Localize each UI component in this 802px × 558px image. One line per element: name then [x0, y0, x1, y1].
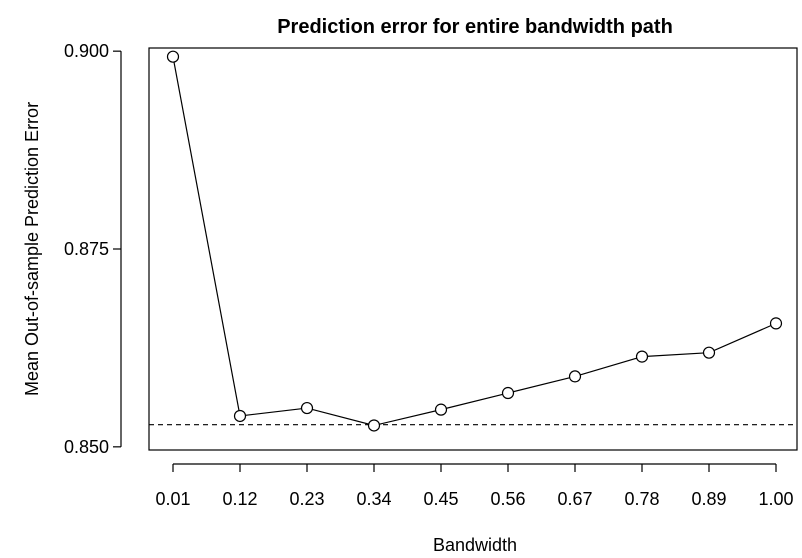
x-tick-label: 0.01: [155, 489, 190, 509]
y-tick-label: 0.850: [64, 437, 109, 457]
data-point: [702, 346, 716, 359]
data-point: [635, 350, 649, 363]
data-point: [501, 386, 515, 400]
x-tick-label: 0.67: [557, 489, 592, 509]
x-tick-label: 0.23: [289, 489, 324, 509]
x-tick-label: 0.34: [356, 489, 391, 509]
x-tick-label: 0.56: [490, 489, 525, 509]
x-tick-label: 0.78: [624, 489, 659, 509]
chart-title: Prediction error for entire bandwidth pa…: [277, 16, 673, 38]
plot-area: 0.850 0.875 0.900 0.01 0.12 0.23 0.34 0.45 0.56 0…: [64, 41, 798, 509]
x-tick-label: 0.45: [423, 489, 458, 509]
x-tick-label: 0.89: [691, 489, 726, 509]
x-tick-label: 1.00: [758, 489, 793, 509]
series-line: [172, 56, 777, 427]
y-tick-label: 0.900: [64, 41, 109, 61]
x-tick-label: 0.12: [222, 489, 257, 509]
data-point: [233, 409, 247, 423]
data-point: [300, 401, 314, 415]
data-point: [367, 419, 381, 432]
x-axis-label: Bandwidth: [433, 535, 517, 555]
plot-frame: [148, 47, 798, 451]
y-axis-label: Mean Out-of-sample Prediction Error: [22, 102, 42, 396]
data-point: [769, 317, 783, 330]
data-point: [434, 403, 448, 416]
data-point: [568, 370, 582, 383]
y-tick-label: 0.875: [64, 239, 109, 259]
data-point: [166, 50, 180, 63]
